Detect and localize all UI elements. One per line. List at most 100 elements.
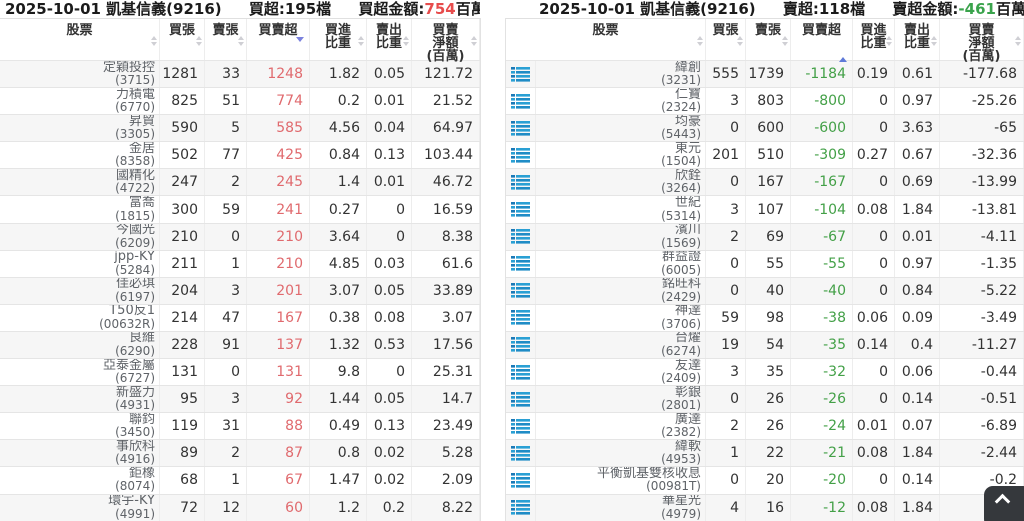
row-menu-button[interactable] bbox=[506, 61, 536, 88]
row-menu-button[interactable] bbox=[506, 440, 536, 467]
table-row[interactable]: 事欣科 (4916) 89 2 87 0.8 0.02 5.28 bbox=[0, 440, 480, 468]
table-row[interactable]: 新盛力 (4931) 95 3 92 1.44 0.05 14.7 bbox=[0, 386, 480, 414]
stock-cell[interactable]: 緯創 (3231) bbox=[536, 61, 706, 88]
stock-cell[interactable]: 廣達 (2382) bbox=[536, 413, 706, 440]
stock-cell[interactable]: 神達 (3706) bbox=[536, 304, 706, 331]
column-header-sell-pct[interactable]: 賣出 比重 bbox=[367, 19, 412, 60]
row-menu-button[interactable] bbox=[506, 304, 536, 331]
stock-cell[interactable]: 濱川 (1569) bbox=[536, 223, 706, 250]
table-row[interactable]: 神達 (3706) 59 98 -38 0.06 0.09 -3.49 bbox=[506, 304, 1024, 332]
stock-cell[interactable]: 聯鈞 (3450) bbox=[0, 413, 160, 440]
row-menu-button[interactable] bbox=[506, 277, 536, 304]
stock-cell[interactable]: 台燿 (6274) bbox=[536, 331, 706, 359]
stock-cell[interactable]: 金居 (8358) bbox=[0, 142, 160, 169]
stock-cell[interactable]: 國精化 (4722) bbox=[0, 169, 160, 196]
column-header-buy[interactable]: 買張 bbox=[160, 19, 205, 60]
row-menu-button[interactable] bbox=[506, 115, 536, 142]
stock-cell[interactable]: 佳必琪 (6197) bbox=[0, 277, 160, 304]
row-menu-button[interactable] bbox=[506, 169, 536, 196]
column-header-buy[interactable]: 買張 bbox=[706, 19, 746, 60]
table-row[interactable]: 定穎投控 (3715) 1281 33 1248 1.82 0.05 121.7… bbox=[0, 61, 480, 89]
stock-cell[interactable]: 東元 (1504) bbox=[536, 142, 706, 169]
stock-cell[interactable]: 力積電 (6770) bbox=[0, 88, 160, 115]
stock-cell[interactable]: 亞泰金屬 (6727) bbox=[0, 359, 160, 386]
table-row[interactable]: jpp-KY (5284) 211 1 210 4.85 0.03 61.6 bbox=[0, 250, 480, 278]
table-row[interactable]: 彰銀 (2801) 0 26 -26 0 0.14 -0.51 bbox=[506, 386, 1024, 414]
stock-cell[interactable]: 群益證 (6005) bbox=[536, 250, 706, 277]
row-menu-button[interactable] bbox=[506, 413, 536, 440]
column-header-stock[interactable]: 股票 bbox=[506, 19, 706, 60]
table-row[interactable]: 緯創 (3231) 555 1739 -1184 0.19 0.61 -177.… bbox=[506, 61, 1024, 89]
stock-cell[interactable]: T50反1 (00632R) bbox=[0, 304, 160, 331]
table-row[interactable]: 欣銓 (3264) 0 167 -167 0 0.69 -13.99 bbox=[506, 169, 1024, 197]
row-menu-button[interactable] bbox=[506, 467, 536, 494]
row-menu-button[interactable] bbox=[506, 359, 536, 386]
table-row[interactable]: 佳必琪 (6197) 204 3 201 3.07 0.05 33.89 bbox=[0, 277, 480, 305]
stock-cell[interactable]: 均豪 (5443) bbox=[536, 115, 706, 142]
table-row[interactable]: 廣達 (2382) 2 26 -24 0.01 0.07 -6.89 bbox=[506, 413, 1024, 441]
column-header-sell[interactable]: 賣張 bbox=[205, 19, 247, 60]
stock-cell[interactable]: 富喬 (1815) bbox=[0, 196, 160, 223]
column-header-buy-pct[interactable]: 買進 比重 bbox=[310, 19, 367, 60]
stock-cell[interactable]: 良維 (6290) bbox=[0, 331, 160, 359]
table-row[interactable]: 平衡凱基雙核收息 (00981T) 0 20 -20 0 0.14 -0.2 bbox=[506, 467, 1024, 495]
stock-cell[interactable]: 銘旺科 (2429) bbox=[536, 277, 706, 304]
column-header-net[interactable]: 買賣超 bbox=[247, 19, 310, 60]
row-menu-button[interactable] bbox=[506, 250, 536, 277]
stock-cell[interactable]: 今國光 (6209) bbox=[0, 223, 160, 250]
table-row[interactable]: 友達 (2409) 3 35 -32 0 0.06 -0.44 bbox=[506, 359, 1024, 387]
scroll-to-top-button[interactable] bbox=[984, 486, 1024, 521]
row-menu-button[interactable] bbox=[506, 386, 536, 413]
stock-cell[interactable]: 昇貿 (3305) bbox=[0, 115, 160, 142]
table-row[interactable]: 緯軟 (4953) 1 22 -21 0.08 1.84 -2.44 bbox=[506, 440, 1024, 468]
stock-cell[interactable]: 華星光 (4979) bbox=[536, 494, 706, 521]
table-row[interactable]: 富喬 (1815) 300 59 241 0.27 0 16.59 bbox=[0, 196, 480, 224]
row-menu-button[interactable] bbox=[506, 196, 536, 223]
table-row[interactable]: 銘旺科 (2429) 0 40 -40 0 0.84 -5.22 bbox=[506, 277, 1024, 305]
stock-cell[interactable]: 平衡凱基雙核收息 (00981T) bbox=[536, 467, 706, 494]
stock-cell[interactable]: jpp-KY (5284) bbox=[0, 250, 160, 277]
table-row[interactable]: 聯鈞 (3450) 119 31 88 0.49 0.13 23.49 bbox=[0, 413, 480, 441]
table-row[interactable]: 鉅橡 (8074) 68 1 67 1.47 0.02 2.09 bbox=[0, 467, 480, 495]
table-row[interactable]: 華星光 (4979) 4 16 -12 0.08 1.84 -2. bbox=[506, 494, 1024, 521]
table-row[interactable]: 國精化 (4722) 247 2 245 1.4 0.01 46.72 bbox=[0, 169, 480, 197]
table-row[interactable]: 今國光 (6209) 210 0 210 3.64 0 8.38 bbox=[0, 223, 480, 251]
table-row[interactable]: 濱川 (1569) 2 69 -67 0 0.01 -4.11 bbox=[506, 223, 1024, 251]
table-row[interactable]: 東元 (1504) 201 510 -309 0.27 0.67 -32.36 bbox=[506, 142, 1024, 170]
table-row[interactable]: 仁寶 (2324) 3 803 -800 0 0.97 -25.26 bbox=[506, 88, 1024, 116]
table-row[interactable]: 世紀 (5314) 3 107 -104 0.08 1.84 -13.81 bbox=[506, 196, 1024, 224]
row-menu-button[interactable] bbox=[506, 88, 536, 115]
table-row[interactable]: T50反1 (00632R) 214 47 167 0.38 0.08 3.07 bbox=[0, 304, 480, 332]
column-header-net-amount[interactable]: 買賣 淨額 (百萬) bbox=[412, 19, 480, 63]
stock-cell[interactable]: 世紀 (5314) bbox=[536, 196, 706, 223]
table-row[interactable]: 良維 (6290) 228 91 137 1.32 0.53 17.56 bbox=[0, 331, 480, 360]
table-row[interactable]: 昇貿 (3305) 590 5 585 4.56 0.04 64.97 bbox=[0, 115, 480, 143]
row-menu-button[interactable] bbox=[506, 223, 536, 250]
row-menu-button[interactable] bbox=[506, 494, 536, 521]
table-row[interactable]: 均豪 (5443) 0 600 -600 0 3.63 -65 bbox=[506, 115, 1024, 143]
stock-cell[interactable]: 欣銓 (3264) bbox=[536, 169, 706, 196]
column-header-net-amount[interactable]: 買賣 淨額 (百萬) bbox=[940, 19, 1024, 63]
column-header-sell-pct[interactable]: 賣出 比重 bbox=[895, 19, 940, 60]
column-header-stock[interactable]: 股票 bbox=[0, 19, 160, 60]
column-header-buy-pct[interactable]: 買進 比重 bbox=[853, 19, 895, 60]
stock-cell[interactable]: 定穎投控 (3715) bbox=[0, 61, 160, 88]
stock-cell[interactable]: 新盛力 (4931) bbox=[0, 386, 160, 413]
stock-cell[interactable]: 事欣科 (4916) bbox=[0, 440, 160, 467]
table-row[interactable]: 金居 (8358) 502 77 425 0.84 0.13 103.44 bbox=[0, 142, 480, 170]
stock-cell[interactable]: 彰銀 (2801) bbox=[536, 386, 706, 413]
stock-cell[interactable]: 仁寶 (2324) bbox=[536, 88, 706, 115]
stock-cell[interactable]: 環宇-KY (4991) bbox=[0, 494, 160, 521]
table-row[interactable]: 力積電 (6770) 825 51 774 0.2 0.01 21.52 bbox=[0, 88, 480, 116]
row-menu-button[interactable] bbox=[506, 331, 536, 359]
row-menu-button[interactable] bbox=[506, 142, 536, 169]
table-row[interactable]: 台燿 (6274) 19 54 -35 0.14 0.4 -11.27 bbox=[506, 331, 1024, 360]
table-row[interactable]: 群益證 (6005) 0 55 -55 0 0.97 -1.35 bbox=[506, 250, 1024, 278]
table-row[interactable]: 環宇-KY (4991) 72 12 60 1.2 0.2 8.22 bbox=[0, 494, 480, 521]
column-header-net[interactable]: 買賣超 bbox=[791, 19, 853, 62]
stock-cell[interactable]: 鉅橡 (8074) bbox=[0, 467, 160, 494]
stock-cell[interactable]: 緯軟 (4953) bbox=[536, 440, 706, 467]
stock-cell[interactable]: 友達 (2409) bbox=[536, 359, 706, 386]
table-row[interactable]: 亞泰金屬 (6727) 131 0 131 9.8 0 25.31 bbox=[0, 359, 480, 387]
column-header-sell[interactable]: 賣張 bbox=[746, 19, 791, 60]
